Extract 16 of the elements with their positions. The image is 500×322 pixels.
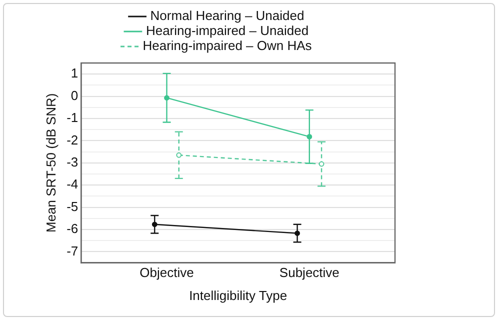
y-tick-label: -5 [66, 198, 78, 214]
x-axis-title: Intelligibility Type [189, 288, 288, 303]
x-tick-label: Objective [140, 265, 194, 280]
y-tick-label: 1 [70, 66, 78, 81]
y-tick-label: -2 [66, 132, 78, 148]
legend-label: Hearing-impaired – Unaided [146, 23, 309, 38]
x-tick-label: Subjective [279, 265, 340, 280]
y-tick-label: -6 [66, 221, 78, 236]
y-tick-label: -7 [66, 243, 78, 258]
y-tick-label: -4 [66, 176, 78, 192]
y-tick-label: 0 [70, 88, 78, 103]
y-axis-title: Mean SRT-50 (dB SNR) [43, 93, 58, 232]
y-tick-label: -3 [66, 154, 78, 170]
y-tick-label: -1 [66, 110, 78, 126]
legend-label: Hearing-impaired – Own HAs [142, 38, 312, 54]
legend-label: Normal Hearing – Unaided [150, 8, 304, 24]
